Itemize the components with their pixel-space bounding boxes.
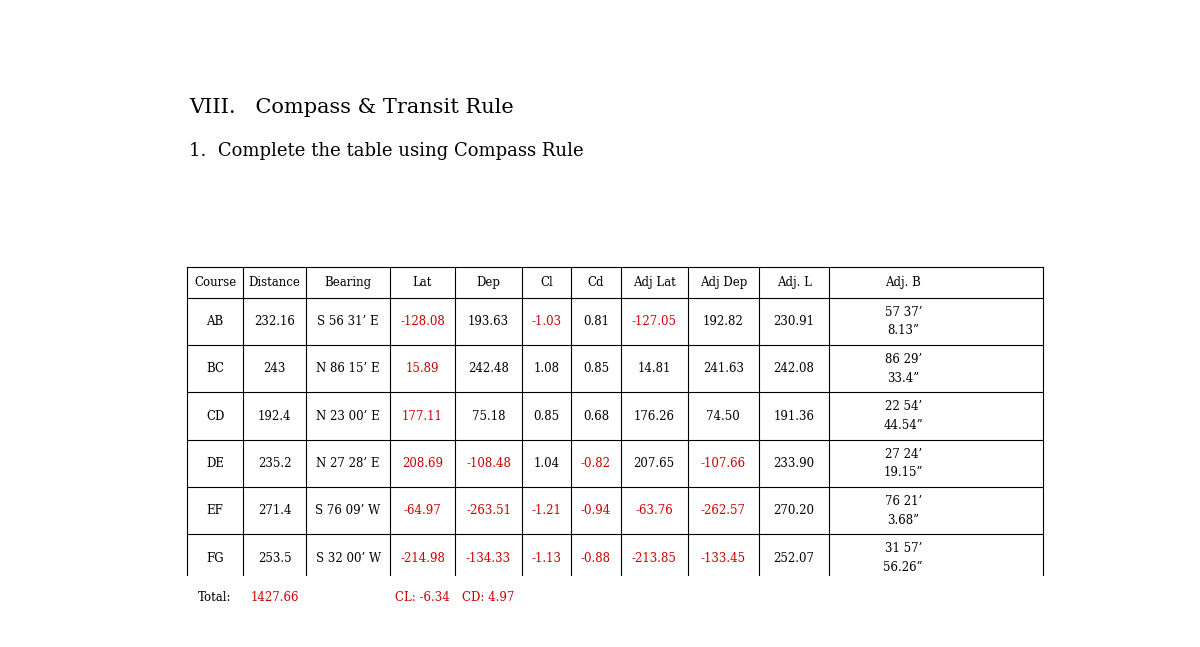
Text: Cd: Cd [588,276,604,289]
Text: VIII.   Compass & Transit Rule: VIII. Compass & Transit Rule [190,98,514,116]
Text: 0.85: 0.85 [534,410,559,422]
Text: -263.51: -263.51 [466,504,511,518]
Text: -1.03: -1.03 [532,315,562,328]
Text: 243: 243 [264,362,286,375]
Text: 242.08: 242.08 [774,362,815,375]
Text: -213.85: -213.85 [631,552,677,565]
Text: 1427.66: 1427.66 [251,591,299,604]
Text: 233.90: 233.90 [774,457,815,470]
Text: -107.66: -107.66 [701,457,746,470]
Text: 0.81: 0.81 [583,315,608,328]
Text: 253.5: 253.5 [258,552,292,565]
Text: S 76 09’ W: S 76 09’ W [316,504,380,518]
Text: -108.48: -108.48 [466,457,511,470]
Text: Adj Dep: Adj Dep [700,276,748,289]
Text: 0.68: 0.68 [583,410,608,422]
Text: -1.13: -1.13 [532,552,562,565]
Text: 74.50: 74.50 [707,410,740,422]
Text: BC: BC [206,362,224,375]
Text: Lat: Lat [413,276,432,289]
Text: Cl: Cl [540,276,553,289]
Text: 14.81: 14.81 [637,362,671,375]
Text: S 56 31’ E: S 56 31’ E [317,315,379,328]
Text: -127.05: -127.05 [631,315,677,328]
Text: 56.26”: 56.26” [883,561,923,574]
Text: 242.48: 242.48 [468,362,509,375]
Text: 15.89: 15.89 [406,362,439,375]
Text: Adj Lat: Adj Lat [632,276,676,289]
Text: 1.08: 1.08 [534,362,559,375]
Text: 22 54’: 22 54’ [884,400,922,413]
Text: -128.08: -128.08 [400,315,445,328]
Text: N 27 28’ E: N 27 28’ E [317,457,380,470]
Text: 192.4: 192.4 [258,410,292,422]
Text: 44.54”: 44.54” [883,419,923,432]
Text: Dep: Dep [476,276,500,289]
Text: Course: Course [194,276,236,289]
Text: 207.65: 207.65 [634,457,674,470]
Text: 0.85: 0.85 [583,362,608,375]
Text: Total:: Total: [198,591,232,604]
Text: 3.68”: 3.68” [887,514,919,527]
Text: 8.13”: 8.13” [887,324,919,338]
Text: -0.88: -0.88 [581,552,611,565]
Text: Adj. L: Adj. L [776,276,811,289]
Text: -0.94: -0.94 [581,504,611,518]
Text: -134.33: -134.33 [466,552,511,565]
Text: Bearing: Bearing [324,276,372,289]
Text: CL: -6.34: CL: -6.34 [395,591,450,604]
Text: 235.2: 235.2 [258,457,292,470]
Text: FG: FG [206,552,224,565]
Text: CD: CD [206,410,224,422]
Text: -64.97: -64.97 [403,504,442,518]
Text: 31 57’: 31 57’ [884,542,922,555]
Text: 176.26: 176.26 [634,410,674,422]
Text: 76 21’: 76 21’ [884,495,922,508]
Text: DE: DE [206,457,224,470]
Text: S 32 00’ W: S 32 00’ W [316,552,380,565]
Text: 232.16: 232.16 [254,315,295,328]
Text: N 23 00’ E: N 23 00’ E [317,410,380,422]
Text: N 86 15’ E: N 86 15’ E [317,362,380,375]
Text: 75.18: 75.18 [472,410,505,422]
Text: 86 29’: 86 29’ [884,353,922,366]
Text: 27 24’: 27 24’ [884,448,922,461]
Text: 241.63: 241.63 [703,362,744,375]
Text: 192.82: 192.82 [703,315,744,328]
Text: 252.07: 252.07 [774,552,815,565]
Text: CD: 4.97: CD: 4.97 [462,591,515,604]
Text: 208.69: 208.69 [402,457,443,470]
Text: 19.15”: 19.15” [883,466,923,479]
Text: 230.91: 230.91 [774,315,815,328]
Text: 191.36: 191.36 [774,410,815,422]
Text: 1.  Complete the table using Compass Rule: 1. Complete the table using Compass Rule [190,142,583,160]
Text: 1.04: 1.04 [534,457,559,470]
Text: 57 37’: 57 37’ [884,305,922,318]
Text: -214.98: -214.98 [400,552,445,565]
Text: -0.82: -0.82 [581,457,611,470]
Text: -1.21: -1.21 [532,504,562,518]
Text: Adj. B: Adj. B [886,276,922,289]
Text: 177.11: 177.11 [402,410,443,422]
Text: EF: EF [206,504,223,518]
Text: 271.4: 271.4 [258,504,292,518]
Text: -133.45: -133.45 [701,552,746,565]
Text: -63.76: -63.76 [635,504,673,518]
Text: Distance: Distance [248,276,300,289]
Text: 33.4”: 33.4” [887,372,919,385]
Text: 270.20: 270.20 [774,504,815,518]
Text: -262.57: -262.57 [701,504,746,518]
Text: AB: AB [206,315,223,328]
Text: 193.63: 193.63 [468,315,509,328]
